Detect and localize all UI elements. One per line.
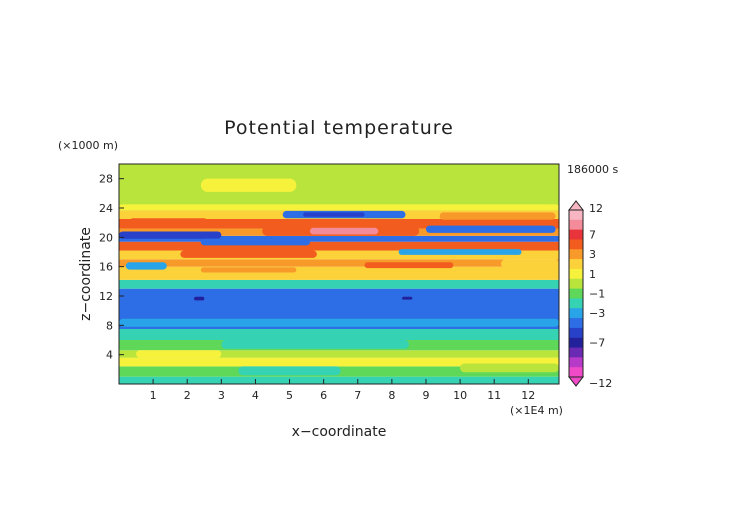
colorbar-swatch [569,298,583,309]
x-tick-label: 2 [184,389,191,402]
heatmap-patch-14 [125,262,167,270]
y-tick-label: 8 [106,319,113,332]
colorbar-swatch [569,239,583,250]
y-tick-label: 24 [99,202,113,215]
heatmap-patch-1 [200,178,297,192]
colorbar-label: 12 [589,202,603,215]
heatmap-band-2 [119,357,559,367]
heatmap-patch-15 [501,259,559,269]
heatmap-band-8 [119,266,559,280]
heatmap-band-9 [119,259,559,267]
heatmap-patch-11 [200,238,311,246]
colorbar-swatch [569,259,583,270]
y-tick-label: 16 [99,261,113,274]
x-axis-unit: (×1E4 m) [510,404,563,417]
y-tick-label: 20 [99,231,113,244]
x-tick-label: 11 [487,389,501,402]
colorbar-swatch [569,308,583,319]
time-label: 186000 s [567,163,618,176]
heatmap-band-0 [119,376,559,384]
colorbar: 12 7 3 1 −1 −3 −7 −12 [567,200,612,390]
x-tick-label: 8 [388,389,395,402]
colorbar-label: 3 [589,248,596,261]
y-axis-unit: (×1000 m) [58,139,118,152]
x-tick-label: 10 [453,389,467,402]
heatmap-patch-18 [194,296,205,301]
x-tick-label: 3 [218,389,225,402]
y-tick-label: 12 [99,290,113,303]
colorbar-label: −1 [589,288,605,301]
colorbar-top-arrow [567,200,585,211]
heatmap-patch-17 [200,267,297,273]
heatmap-patch-2 [119,204,559,211]
heatmap-patch-21 [221,340,409,349]
heatmap-patch-8 [310,227,379,235]
x-tick-label: 6 [320,389,327,402]
y-tick-label: 28 [99,173,113,186]
colorbar-swatch [569,367,583,378]
x-axis-label: x−coordinate [292,424,387,440]
heatmap-patch-23 [238,366,341,376]
colorbar-swatch [569,229,583,240]
heatmap-patch-24 [460,363,559,373]
heatmap-band-3 [119,350,559,358]
y-ticks: 4 8 12 16 20 24 28 [99,173,124,362]
heatmap-band-7 [119,279,559,289]
colorbar-swatch [569,278,583,290]
x-ticks: 1 2 3 4 5 6 7 8 9 10 11 12 [150,379,535,402]
colorbar-label: 7 [589,229,596,242]
heatmap-patch-19 [402,296,413,300]
heatmap-band-10 [119,250,559,260]
x-tick-label: 9 [422,389,429,402]
plot-frame [118,163,560,385]
colorbar-swatch [569,210,583,221]
colorbar-frame [568,209,584,378]
colorbar-label: −3 [589,307,605,320]
colorbar-swatch [569,357,583,368]
heatmap-patch-0 [119,164,559,206]
colorbar-swatch [569,318,583,329]
heatmap-band-12 [119,235,559,242]
colorbar-swatch [569,249,583,260]
x-tick-label: 12 [521,389,535,402]
x-tick-label: 1 [150,389,157,402]
colorbar-label: −12 [589,377,612,390]
x-tick-label: 4 [252,389,259,402]
colorbar-swatch [569,337,583,349]
heatmap-band-5 [119,329,559,340]
heatmap-patch-10 [425,225,556,233]
heatmap-patch-16 [364,262,454,269]
colorbar-bottom-arrow [567,376,585,387]
colorbar-label: −7 [589,337,605,350]
heatmap-patch-9 [119,231,222,239]
colorbar-swatch [569,327,583,339]
x-tick-label: 5 [286,389,293,402]
heatmap-patch-6 [439,212,556,220]
heatmap-patch-5 [129,218,208,226]
plot-area [119,164,559,384]
colorbar-swatch [569,288,583,299]
heatmap-patch-22 [136,350,222,358]
chart-title: Potential temperature [224,117,454,139]
heatmap-band-14 [119,219,559,229]
y-axis-label: z−coordinate [78,227,94,321]
colorbar-swatch [569,268,583,280]
colorbar-swatch [569,219,583,231]
heatmap-patch-20 [119,318,559,327]
heatmap-patch-4 [303,212,365,217]
heatmap-band-11 [119,241,559,251]
heatmap-patch-12 [398,249,522,255]
x-tick-label: 7 [354,389,361,402]
colorbar-label: 1 [589,268,596,281]
y-tick-label: 4 [106,349,113,362]
heatmap-patch-13 [180,250,317,258]
colorbar-swatch [569,347,583,358]
